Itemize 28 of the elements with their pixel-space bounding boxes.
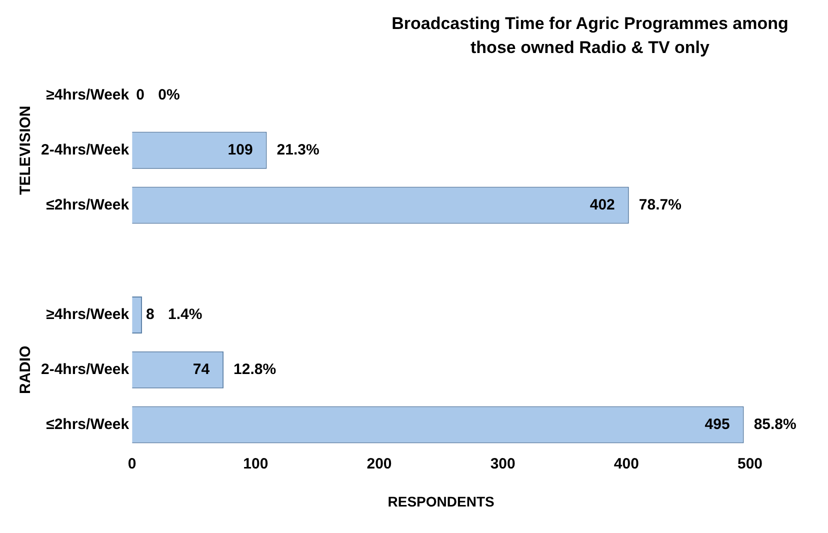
text: RADIO (17, 345, 34, 394)
annotation: 78.7% (638, 196, 682, 214)
annotation: 12.8% (234, 361, 276, 378)
annotation: 21.3% (276, 141, 320, 158)
y-tick-label: ≥4hrs/Week (46, 86, 130, 104)
y-tick-label: ≤2hrs/Week (46, 196, 130, 214)
annotation: 0% (158, 86, 180, 104)
x-tick-label: 200 (366, 455, 392, 472)
x-tick-label: 100 (243, 455, 268, 472)
text: TELEVISION (17, 106, 34, 195)
x-tick-label: 500 (737, 455, 763, 472)
y-tick-label: ≤2hrs/Week (46, 416, 130, 433)
data-label: 109 (228, 141, 253, 158)
x-axis-title: RESPONDENTS (388, 493, 494, 510)
text: 85.8% (754, 416, 796, 433)
data-label: 0 (136, 86, 144, 104)
x-tick-label: 0 (128, 455, 136, 472)
data-label: 495 (704, 416, 730, 433)
data-label: 8 (146, 306, 154, 324)
chart-title: Broadcasting Time for Agric Programmes among those owned Radio & TV only (390, 13, 790, 59)
y-tick-label: ≥4hrs/Week (46, 306, 130, 324)
annotation: 1.4% (168, 306, 202, 324)
y-tick-label: 2-4hrs/Week (40, 361, 130, 378)
data-label: 402 (590, 196, 615, 214)
data-label: 74 (192, 361, 210, 378)
x-tick-label: 400 (614, 455, 639, 472)
x-tick-label: 300 (490, 455, 516, 472)
y-tick-label: 2-4hrs/Week (40, 141, 130, 158)
